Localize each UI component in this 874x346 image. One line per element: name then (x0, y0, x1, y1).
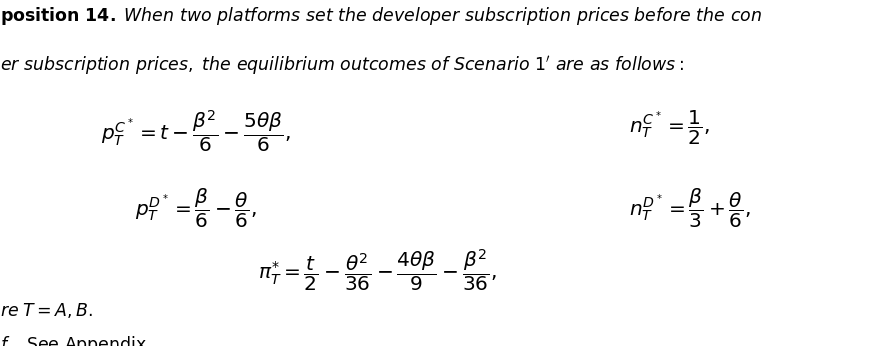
Text: $\mathit{f.}$  See Appendix.: $\mathit{f.}$ See Appendix. (0, 334, 151, 346)
Text: $\pi_T^{*} = \dfrac{t}{2} - \dfrac{\theta^2}{36} - \dfrac{4\theta\beta}{9} - \df: $\pi_T^{*} = \dfrac{t}{2} - \dfrac{\thet… (258, 247, 496, 294)
Text: $\mathbf{position\ 14.}$$\;$$\mathit{When\ two\ platforms\ set\ the\ developer\ : $\mathbf{position\ 14.}$$\;$$\mathit{Whe… (0, 5, 762, 27)
Text: $n_T^{D^*} = \dfrac{\beta}{3} + \dfrac{\theta}{6},$: $n_T^{D^*} = \dfrac{\beta}{3} + \dfrac{\… (629, 187, 751, 230)
Text: $\mathit{re}$$\; T = A, B.$: $\mathit{re}$$\; T = A, B.$ (0, 301, 93, 320)
Text: $n_T^{C^*} = \dfrac{1}{2},$: $n_T^{C^*} = \dfrac{1}{2},$ (629, 109, 710, 147)
Text: $p_T^{D^*} = \dfrac{\beta}{6} - \dfrac{\theta}{6},$: $p_T^{D^*} = \dfrac{\beta}{6} - \dfrac{\… (135, 187, 257, 230)
Text: $\mathit{er\ subscription\ prices,\ the\ equilibrium\ outcomes\ of\ Scenario\ 1': $\mathit{er\ subscription\ prices,\ the\… (0, 54, 684, 76)
Text: $p_T^{C^*} = t - \dfrac{\beta^2}{6} - \dfrac{5\theta\beta}{6},$: $p_T^{C^*} = t - \dfrac{\beta^2}{6} - \d… (101, 109, 290, 155)
